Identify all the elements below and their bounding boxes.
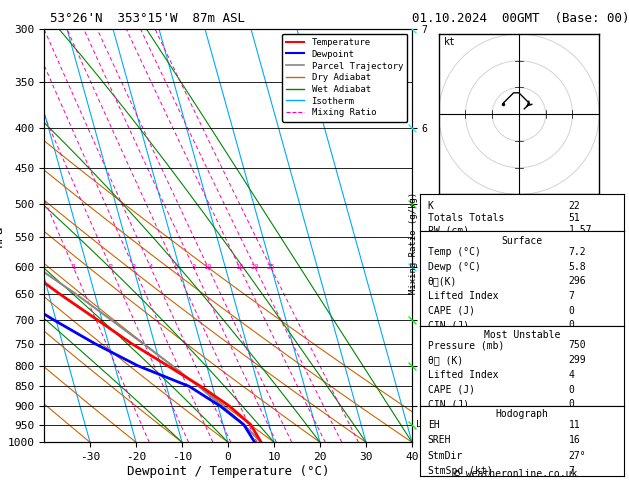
Text: Most Unstable: Most Unstable: [484, 330, 560, 340]
Text: Mixing Ratio (g/kg): Mixing Ratio (g/kg): [409, 192, 418, 294]
Text: CIN (J): CIN (J): [428, 320, 469, 330]
Text: SREH: SREH: [428, 435, 451, 445]
Text: Temp (°C): Temp (°C): [428, 247, 481, 257]
Text: 7.2: 7.2: [569, 247, 586, 257]
Text: 16: 16: [235, 264, 243, 270]
Text: θᴇ(K): θᴇ(K): [428, 277, 457, 286]
Text: θᴇ (K): θᴇ (K): [428, 355, 463, 365]
Text: Surface: Surface: [501, 236, 542, 245]
Text: 0: 0: [569, 399, 575, 409]
Y-axis label: hPa: hPa: [0, 225, 4, 247]
Text: 3: 3: [131, 264, 136, 270]
Text: 7: 7: [569, 291, 575, 301]
Text: LCL: LCL: [416, 420, 431, 429]
Text: EH: EH: [428, 420, 440, 430]
Text: 22: 22: [569, 201, 581, 211]
Text: 16: 16: [569, 435, 581, 445]
Text: StmSpd (kt): StmSpd (kt): [428, 467, 493, 476]
Legend: Temperature, Dewpoint, Parcel Trajectory, Dry Adiabat, Wet Adiabat, Isotherm, Mi: Temperature, Dewpoint, Parcel Trajectory…: [282, 34, 408, 122]
Text: CAPE (J): CAPE (J): [428, 306, 475, 316]
Text: Lifted Index: Lifted Index: [428, 291, 498, 301]
Text: 4: 4: [569, 370, 575, 380]
Text: 1: 1: [71, 264, 75, 270]
Text: 11: 11: [569, 420, 581, 430]
Text: K: K: [428, 201, 433, 211]
Text: © weatheronline.co.uk: © weatheronline.co.uk: [454, 469, 577, 479]
Text: 0: 0: [569, 306, 575, 316]
Text: StmDir: StmDir: [428, 451, 463, 461]
Text: 2: 2: [108, 264, 113, 270]
Text: 53°26'N  353°15'W  87m ASL: 53°26'N 353°15'W 87m ASL: [50, 12, 245, 25]
Text: Pressure (mb): Pressure (mb): [428, 340, 504, 350]
Text: 7: 7: [569, 467, 575, 476]
Text: 4: 4: [148, 264, 153, 270]
Text: 51: 51: [569, 213, 581, 223]
Text: 296: 296: [569, 277, 586, 286]
Text: kt: kt: [444, 37, 456, 47]
Text: 27°: 27°: [569, 451, 586, 461]
X-axis label: Dewpoint / Temperature (°C): Dewpoint / Temperature (°C): [127, 465, 329, 478]
Text: 8: 8: [191, 264, 196, 270]
Text: 299: 299: [569, 355, 586, 365]
Text: CAPE (J): CAPE (J): [428, 384, 475, 395]
Text: 25: 25: [266, 264, 275, 270]
Text: Hodograph: Hodograph: [495, 409, 548, 419]
Text: Dewp (°C): Dewp (°C): [428, 261, 481, 272]
Text: 6: 6: [173, 264, 177, 270]
Text: 10: 10: [204, 264, 212, 270]
Text: PW (cm): PW (cm): [428, 225, 469, 235]
Text: 0: 0: [569, 384, 575, 395]
Text: 1.57: 1.57: [569, 225, 593, 235]
Y-axis label: km
ASL: km ASL: [429, 227, 450, 244]
Text: 5.8: 5.8: [569, 261, 586, 272]
Text: 20: 20: [250, 264, 259, 270]
Text: 0: 0: [569, 320, 575, 330]
Text: 01.10.2024  00GMT  (Base: 00): 01.10.2024 00GMT (Base: 00): [412, 12, 629, 25]
Text: Totals Totals: Totals Totals: [428, 213, 504, 223]
Text: 750: 750: [569, 340, 586, 350]
Text: CIN (J): CIN (J): [428, 399, 469, 409]
Text: Lifted Index: Lifted Index: [428, 370, 498, 380]
